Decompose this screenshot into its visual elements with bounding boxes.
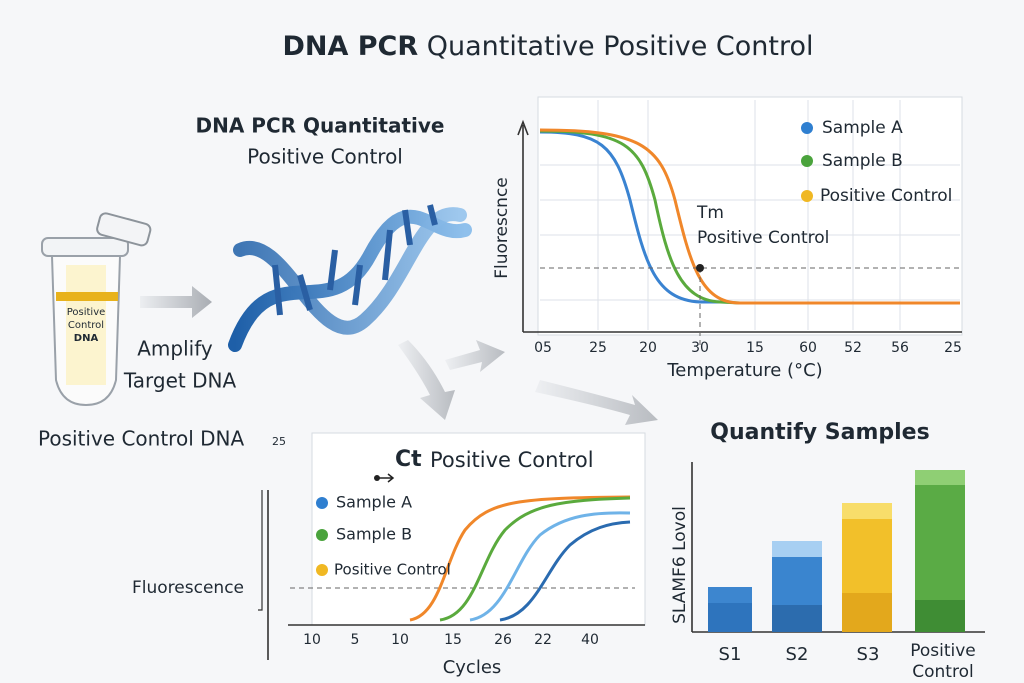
x-tick-label: 15 bbox=[444, 632, 462, 648]
panel-title: Ct bbox=[395, 447, 422, 472]
x-tick-label: 60 bbox=[799, 340, 817, 356]
arrow bbox=[445, 340, 505, 372]
tube-label: Positive bbox=[67, 307, 106, 318]
x-tick-label: 15 bbox=[746, 340, 764, 356]
x-axis-label: Temperature (°C) bbox=[666, 360, 822, 381]
legend-label: Sample A bbox=[336, 493, 412, 512]
x-tick-label: 56 bbox=[891, 340, 909, 356]
x-axis-label: Cycles bbox=[443, 657, 502, 678]
x-tick-label: 10 bbox=[303, 632, 321, 648]
x-tick-label: 26 bbox=[494, 632, 512, 648]
annotation: Positive Control bbox=[697, 228, 829, 248]
amplify-label: Amplify bbox=[137, 337, 213, 361]
intro-line: DNA PCR Quantitative bbox=[196, 114, 445, 138]
x-tick-label: 20 bbox=[639, 340, 657, 356]
tube: Positive Control DNA bbox=[41, 212, 152, 407]
melt-curve-panel: Tm Positive Control Sample A Sample B Po… bbox=[492, 96, 963, 381]
legend-label: Sample A bbox=[822, 118, 903, 138]
x-tick-label: Positive bbox=[910, 641, 976, 661]
x-tick-label: 25 bbox=[944, 340, 962, 356]
x-tick-label: Control bbox=[912, 662, 973, 682]
source-label: Positive Control DNA bbox=[38, 427, 244, 451]
quantify-panel: Quantify Samples SLAMF6 Lovol S1 S2 S3 P… bbox=[670, 420, 985, 682]
x-tick-label: 52 bbox=[844, 340, 862, 356]
legend-label: Positive Control bbox=[820, 186, 952, 206]
legend-label: Positive Control bbox=[334, 561, 451, 579]
legend-label: Sample B bbox=[822, 151, 903, 171]
tube-label: DNA bbox=[74, 333, 99, 344]
x-tick-label: 30 bbox=[691, 340, 709, 356]
x-tick-label: 5 bbox=[351, 632, 360, 648]
source-note: 25 bbox=[272, 435, 286, 448]
x-tick-label: S1 bbox=[719, 644, 742, 665]
amplify-label: Target DNA bbox=[123, 369, 237, 393]
x-tick-label: 22 bbox=[534, 632, 552, 648]
panel-title: Positive Control bbox=[430, 448, 594, 472]
x-tick-label: 25 bbox=[589, 340, 607, 356]
annotation: Tm bbox=[696, 203, 724, 223]
dna-helix bbox=[228, 204, 472, 352]
y-axis-label: Fluorescnce bbox=[492, 177, 512, 279]
y-axis-label: Fluorescence bbox=[132, 578, 244, 598]
panel-title: Quantify Samples bbox=[710, 420, 929, 445]
arrow bbox=[140, 286, 212, 318]
x-tick-label: S2 bbox=[786, 644, 809, 665]
x-tick-label: 05 bbox=[534, 340, 552, 356]
x-tick-label: 40 bbox=[581, 632, 599, 648]
legend-label: Sample B bbox=[336, 525, 412, 544]
arrow bbox=[535, 380, 658, 425]
amplification-panel: Ct Positive Control Sample A Sample B Po… bbox=[132, 432, 646, 678]
x-tick-label: 10 bbox=[391, 632, 409, 648]
intro-line: Positive Control bbox=[247, 145, 403, 169]
arrow bbox=[398, 340, 455, 420]
page-title: DNA PCR Quantitative Positive Control bbox=[282, 31, 813, 62]
x-tick-label: S3 bbox=[857, 644, 880, 665]
tube-label: Control bbox=[68, 320, 104, 331]
y-axis-label: SLAMF6 Lovol bbox=[670, 506, 690, 624]
